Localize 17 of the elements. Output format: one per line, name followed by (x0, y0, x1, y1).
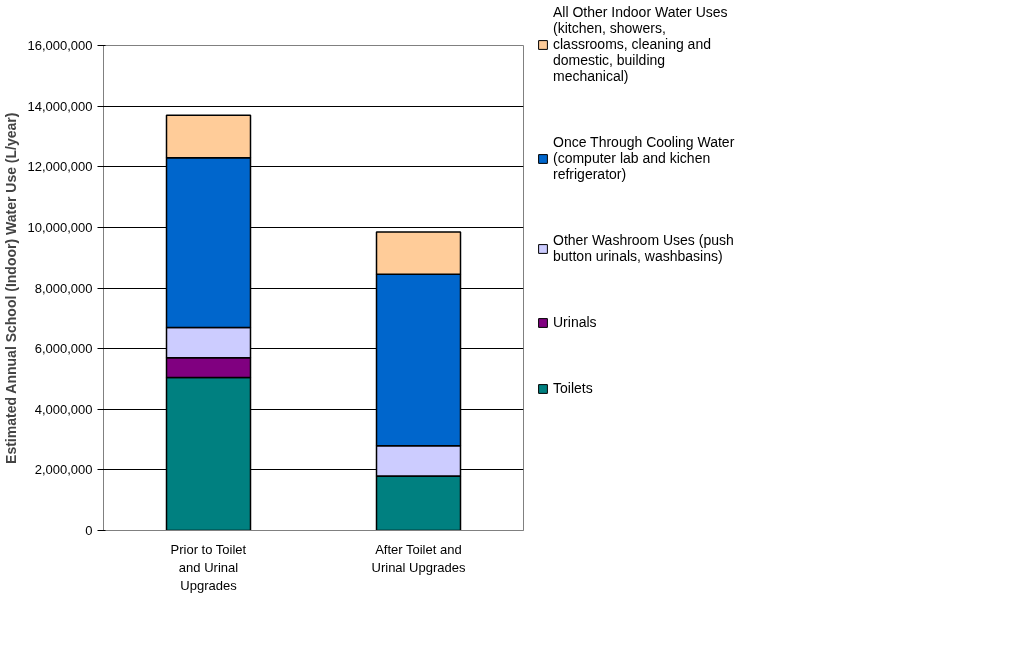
y-tick-label: 4,000,000 (34, 401, 93, 417)
y-tick-label: 12,000,000 (27, 159, 93, 175)
legend-label: All Other Indoor Water Uses (kitchen, showers, classrooms, cleaning and domestic, building mechanical) (553, 4, 728, 84)
legend-label: Toilets (553, 380, 593, 396)
legend-label: Urinals (553, 314, 597, 330)
y-tick-label: 10,000,000 (27, 219, 93, 235)
legend-label: Other Washroom Uses (push button urinals, washbasins) (553, 232, 734, 264)
y-tick-label: 16,000,000 (27, 38, 93, 53)
y-tick-label: 0 (85, 523, 93, 538)
y-tick-label: 8,000,000 (34, 280, 93, 296)
x-tick-label: After Toilet and Urinal Upgrades (371, 541, 466, 575)
y-tick-label: 6,000,000 (34, 341, 93, 357)
x-tick-label: Prior to Toilet and Urinal Upgrades (170, 541, 247, 593)
legend-label: Once Through Cooling Water (computer lab and kichen refrigerator) (553, 134, 735, 182)
y-tick-label: 2,000,000 (34, 462, 93, 478)
y-axis-title: Estimated Annual School (Indoor) Water Use (L/year) (3, 112, 20, 464)
y-tick-label: 14,000,000 (27, 98, 93, 114)
